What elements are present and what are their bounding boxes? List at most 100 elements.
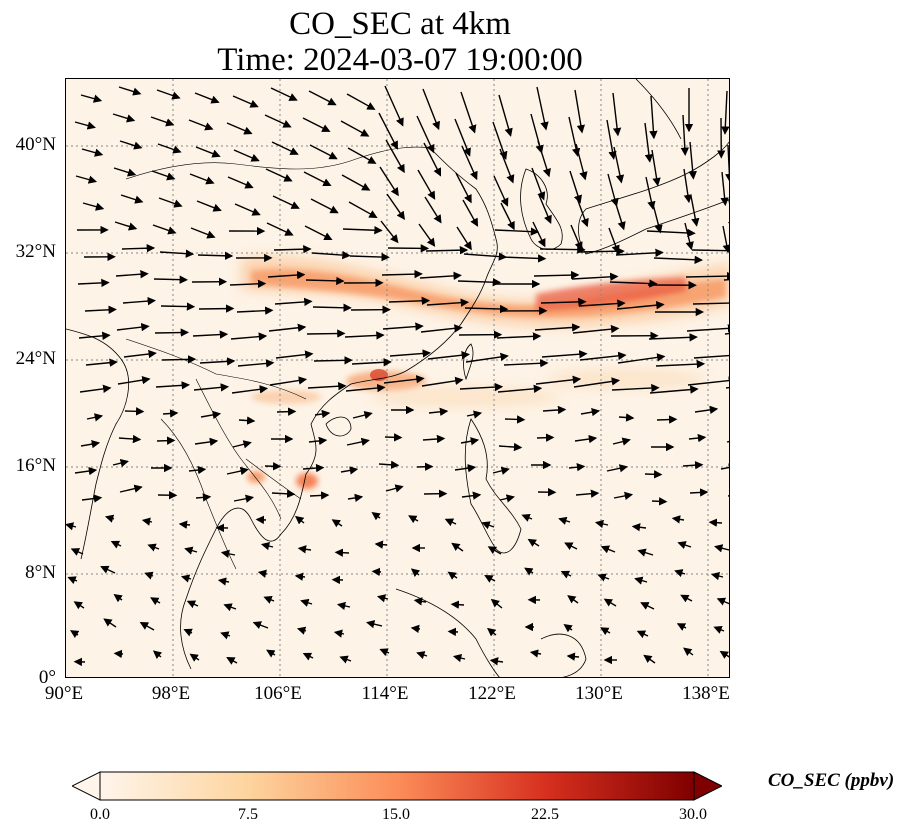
wind-arrow-394: [683, 647, 694, 656]
wind-arrow-366: [296, 626, 307, 635]
wind-arrow-360: [70, 630, 80, 639]
wind-arrow-319: [564, 542, 578, 551]
wind-arrow-386: [379, 648, 390, 657]
wind-arrow-266: [606, 464, 628, 473]
wind-arrow-362: [139, 622, 155, 631]
wind-arrow-33: [644, 122, 654, 163]
wind-arrow-9: [422, 88, 440, 131]
plot-title-line-2: Time: 2024-03-07 19:00:00: [217, 42, 583, 78]
lat-label-0: 0°: [38, 667, 56, 688]
wind-arrow-169: [344, 331, 385, 340]
wind-arrow-351: [413, 597, 427, 606]
wind-arrow-44: [385, 139, 405, 174]
wind-arrow-376: [676, 623, 687, 631]
wind-arrow-269: [720, 463, 729, 472]
wind-arrow-99: [418, 223, 436, 247]
wind-arrow-3: [194, 92, 220, 104]
wind-arrow-285: [651, 497, 668, 506]
co-plume-field: [241, 256, 729, 489]
wind-arrow-51: [651, 149, 661, 187]
wind-arrow-301: [558, 516, 571, 525]
wind-arrow-122: [615, 248, 664, 258]
wind-arrow-371: [486, 627, 497, 637]
wind-arrow-243: [422, 434, 446, 444]
wind-arrow-100: [456, 226, 472, 251]
wind-arrow-147: [198, 304, 235, 313]
wind-arrow-295: [331, 519, 343, 528]
wind-arrow-56: [151, 170, 176, 181]
wind-arrow-12: [536, 86, 549, 131]
wind-arrow-144: [84, 305, 117, 314]
wind-arrow-324: [67, 576, 78, 585]
wind-arrow-335: [484, 575, 496, 583]
lat-label-24n: 24°N: [15, 348, 56, 369]
wind-arrow-195: [655, 359, 706, 369]
wind-arrow-180: [85, 358, 118, 367]
wind-arrow-231: [656, 415, 678, 424]
wind-arrow-348: [300, 598, 313, 607]
wind-arrow-74: [158, 197, 183, 208]
wind-arrow-140: [609, 279, 658, 288]
wind-arrow-45: [423, 142, 442, 177]
wind-arrow-374: [600, 627, 611, 636]
wind-arrow-228: [542, 405, 567, 415]
wind-arrow-95: [266, 222, 294, 236]
wind-arrow-330: [294, 572, 306, 581]
wind-arrow-60: [303, 171, 332, 187]
wind-arrow-288: [66, 522, 77, 531]
wind-arrow-355: [567, 595, 579, 604]
wind-arrow-189: [427, 351, 470, 360]
wind-arrow-369: [410, 624, 421, 634]
wind-arrow-152: [388, 296, 431, 306]
wind-arrow-359: [716, 597, 729, 606]
wind-arrow-123: [653, 255, 703, 264]
wind-arrow-255: [188, 465, 207, 475]
wind-arrow-241: [346, 437, 370, 446]
wind-arrow-50: [613, 146, 625, 184]
wind-arrow-21: [188, 119, 214, 131]
colorbar-min-extension: [72, 771, 101, 801]
wind-arrow-337: [560, 570, 572, 579]
wind-arrow-46: [461, 145, 478, 181]
wind-arrow-332: [371, 567, 382, 577]
wind-arrow-265: [568, 462, 586, 472]
wind-arrow-64: [455, 172, 472, 204]
wind-arrow-165: [192, 330, 229, 339]
wind-arrow-32: [606, 119, 617, 160]
wind-arrow-14: [612, 92, 622, 137]
wind-arrow-10: [460, 91, 477, 134]
wind-arrow-11: [498, 94, 513, 137]
wind-arrow-379: [113, 649, 124, 659]
wind-arrow-361: [103, 618, 117, 628]
wind-arrow-162: [78, 331, 111, 341]
wind-arrow-296: [371, 511, 381, 521]
wind-arrow-80: [386, 193, 405, 220]
lat-label-16n: 16°N: [15, 455, 56, 476]
wind-arrow-314: [374, 540, 388, 549]
wind-arrow-235: [118, 434, 142, 444]
wind-arrow-310: [220, 549, 236, 558]
lon-label-90e: 90°E: [44, 683, 84, 704]
wind-arrow-198: [79, 384, 112, 394]
wind-arrow-164: [154, 328, 190, 337]
wind-arrow-326: [144, 571, 154, 580]
wind-arrow-124: [691, 249, 729, 252]
wind-arrow-89: [727, 199, 729, 230]
wind-arrow-300: [521, 513, 533, 522]
wind-arrow-281: [499, 494, 515, 503]
wind-arrow-126: [77, 278, 110, 288]
wind-arrow-336: [524, 567, 534, 576]
wind-arrow-268: [682, 460, 704, 470]
wind-arrow-275: [271, 489, 296, 499]
wind-arrow-349: [336, 601, 351, 611]
wind-arrow-209: [497, 384, 543, 394]
wind-arrow-48: [537, 140, 551, 178]
wind-arrow-238: [232, 440, 252, 449]
colorbar-tick-30: 30.0: [679, 806, 707, 823]
lat-label-40n: 40°N: [15, 134, 56, 155]
wind-arrow-208: [459, 382, 504, 392]
wind-arrow-214: [687, 376, 729, 386]
wind-arrow-370: [447, 627, 459, 637]
wind-arrow-286: [689, 488, 709, 497]
wind-arrow-29: [492, 121, 508, 161]
